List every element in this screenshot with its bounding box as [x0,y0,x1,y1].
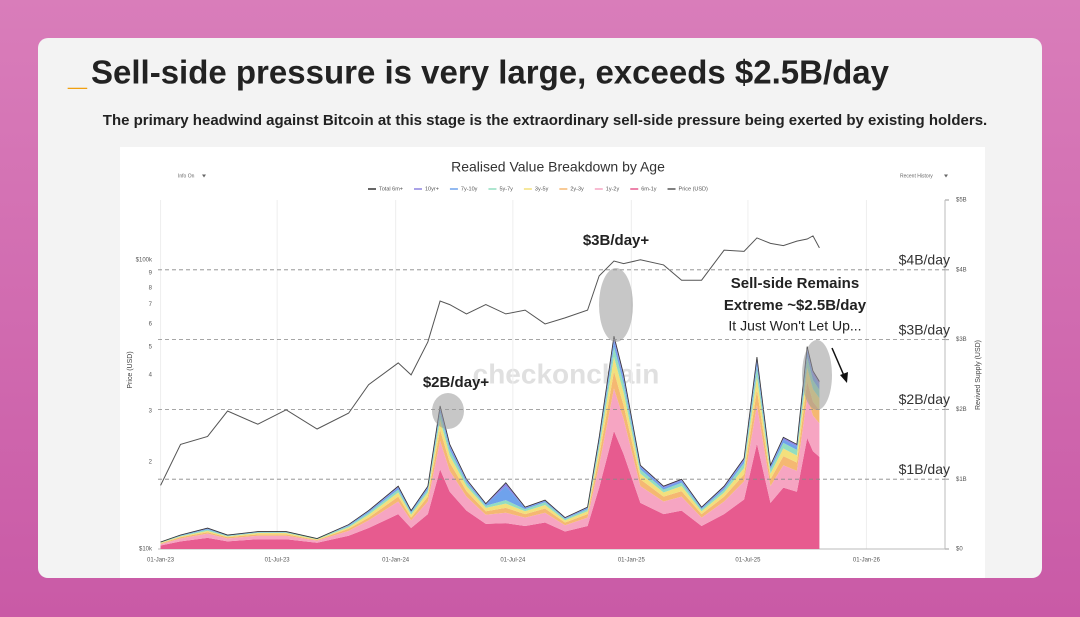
y-axis-title: Price (USD) [127,351,134,388]
dropdown-icon[interactable] [202,174,206,178]
y-tick-label: 4 [149,372,153,378]
watermark: checkonchain [473,358,660,389]
y2-tick-label: $0 [956,547,963,553]
page-subtitle: The primary headwind against Bitcoin at … [103,112,987,129]
x-tick-label: 01-Jul-24 [500,558,526,564]
y-tick-label: 9 [149,271,153,277]
highlight [802,340,832,410]
x-tick-label: 01-Jul-23 [265,558,291,564]
y2-tick-label: $5B [956,198,967,204]
area-stack [160,336,820,549]
y2-tick-label: $3B [956,337,967,343]
series-line [160,235,820,486]
legend-label: 2y-3y [570,186,584,192]
x-tick-label: 01-Jan-23 [147,558,175,564]
series-line [160,336,820,543]
annotation: Sell-side Remains [731,275,859,292]
annotation: $2B/day+ [423,374,490,391]
legend-label: 6m-1y [641,186,657,192]
annotation: It Just Won't Let Up... [728,318,861,334]
title-marker: _ [67,55,88,93]
control-label[interactable]: Info On [178,173,195,179]
legend-label: Price (USD) [679,186,709,192]
annotation: Extreme ~$2.5B/day [724,297,867,314]
area-band [160,431,820,549]
y2-tick-label: $1B [956,477,967,483]
legend-label: 1y-2y [606,186,620,192]
highlight [599,268,633,342]
dropdown-icon[interactable] [944,174,948,178]
area-band [160,388,820,546]
area-band [160,340,820,543]
reference-label: $1B/day [899,461,950,477]
x-tick-label: 01-Jan-25 [618,558,646,564]
y2-axis-title: Revived Supply (USD) [975,340,982,410]
legend-label: 10yr+ [425,186,439,192]
legend-label: Total 6m+ [379,186,403,192]
y-tick-label: 2 [149,460,153,466]
arrow-head [840,372,848,383]
x-tick-label: 01-Jul-25 [735,558,761,564]
reference-label: $4B/day [899,252,950,268]
page-title: Sell-side pressure is very large, exceed… [91,54,890,91]
y2-tick-label: $4B [956,267,967,273]
y-tick-label: 6 [149,322,153,328]
reference-label: $2B/day [899,391,950,407]
legend-label: 7y-10y [461,186,478,192]
legend-label: 3y-5y [535,186,549,192]
control-label[interactable]: Recent History [900,173,933,179]
x-tick-label: 01-Jan-24 [382,558,410,564]
y2-tick-label: $2B [956,407,967,413]
y-tick-label: $10k [139,547,153,553]
y-tick-label: 3 [149,409,153,415]
legend-label: 5y-7y [499,186,513,192]
y-tick-label: 5 [149,344,153,350]
annotation: $3B/day+ [583,232,650,249]
y-tick-label: $100k [136,257,153,263]
arrow-shaft [831,347,846,379]
chart-title: Realised Value Breakdown by Age [451,159,665,175]
y-tick-label: 8 [149,285,153,291]
highlight [432,393,464,429]
x-tick-label: 01-Jan-26 [853,558,881,564]
reference-label: $3B/day [899,321,950,337]
y-tick-label: 7 [149,302,153,308]
